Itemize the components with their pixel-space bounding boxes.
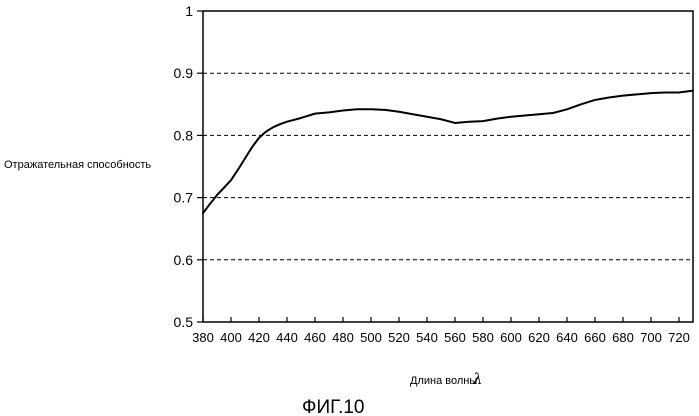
y-tick-label: 0.6 (174, 252, 194, 268)
x-axis-label: Длина волны (410, 375, 477, 387)
x-tick-label: 500 (360, 330, 382, 345)
x-tick-label: 460 (304, 330, 326, 345)
y-tick-label: 0.5 (174, 314, 194, 330)
x-tick-label: 580 (472, 330, 494, 345)
x-tick-label: 720 (668, 330, 690, 345)
y-tick-label: 0.8 (174, 127, 194, 143)
figure-caption: ФИГ.10 (302, 397, 364, 416)
x-tick-label: 640 (556, 330, 578, 345)
plot-area-frame (203, 11, 693, 322)
y-tick-label: 0.9 (174, 65, 194, 81)
y-axis-label: Отражательная способность (4, 159, 151, 171)
y-tick-label: 0.7 (174, 190, 194, 206)
x-tick-label: 400 (220, 330, 242, 345)
x-tick-label: 700 (640, 330, 662, 345)
x-tick-label: 660 (584, 330, 606, 345)
x-tick-label: 620 (528, 330, 550, 345)
x-tick-label: 680 (612, 330, 634, 345)
x-tick-label: 540 (416, 330, 438, 345)
x-tick-label: 420 (248, 330, 270, 345)
x-tick-label: 480 (332, 330, 354, 345)
x-tick-label: 520 (388, 330, 410, 345)
y-axis-ticks: 0.5 0.6 0.7 0.8 0.9 1 (174, 3, 203, 330)
y-tick-label: 1 (185, 3, 193, 19)
x-tick-label: 440 (276, 330, 298, 345)
x-tick-label: 560 (444, 330, 466, 345)
reflectance-curve (203, 91, 693, 214)
x-axis-ticks: 380 400 420 440 460 480 500 520 540 560 580 600 620 6… (192, 317, 690, 345)
gridlines (203, 73, 693, 260)
x-tick-label: 380 (192, 330, 214, 345)
x-axis-symbol: λ (472, 370, 483, 388)
x-tick-label: 600 (500, 330, 522, 345)
